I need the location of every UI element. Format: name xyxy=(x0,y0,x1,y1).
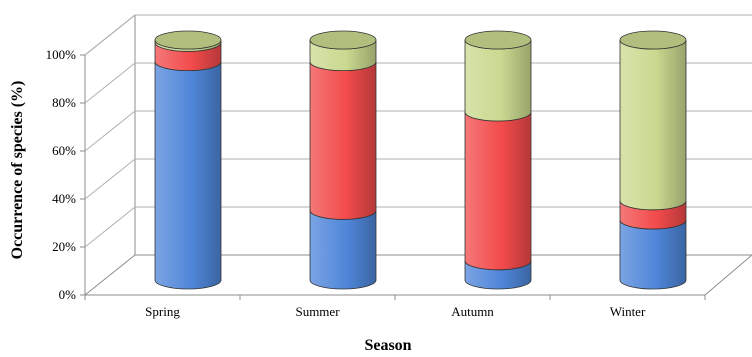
x-tick-label: Winter xyxy=(610,304,646,319)
cylinder-autumn xyxy=(464,30,532,290)
y-tick-label: 100% xyxy=(46,47,77,62)
y-tick-label: 20% xyxy=(52,239,76,254)
y-axis-title: Occurrence of species (%) xyxy=(9,81,26,260)
y-tick-label: 60% xyxy=(52,143,76,158)
gridline-depth xyxy=(84,110,136,152)
cylinder-spring xyxy=(154,30,222,290)
cylinder-bars xyxy=(154,30,687,290)
cylinder-segment xyxy=(464,39,532,122)
gridline-depth xyxy=(84,158,136,200)
x-tick-label: Autumn xyxy=(451,304,494,319)
gridline-depth xyxy=(84,14,136,56)
x-axis-ticks: Spring Summer Autumn Winter xyxy=(84,295,706,319)
gridline-depth xyxy=(84,206,136,248)
y-axis-ticks: 0% 20% 40% 60% 80% 100% xyxy=(46,47,85,302)
y-tick-label: 80% xyxy=(52,95,76,110)
cylinder-top xyxy=(464,30,532,50)
cylinder-segment xyxy=(154,61,222,290)
cylinder-winter xyxy=(619,30,687,290)
cylinder-segment xyxy=(309,61,377,220)
x-tick-label: Summer xyxy=(295,304,340,319)
cylinder-segment xyxy=(464,111,532,271)
x-axis-title: Season xyxy=(364,337,411,354)
cylinder-segment xyxy=(309,210,377,290)
gridline-depth xyxy=(84,62,136,104)
y-tick-label: 0% xyxy=(59,287,77,302)
cylinder-top xyxy=(619,30,687,50)
x-tick-label: Spring xyxy=(145,304,180,319)
cylinder-segment xyxy=(619,39,687,211)
cylinder-segment xyxy=(619,219,687,290)
cylinder-top xyxy=(154,30,222,50)
chart-floor xyxy=(83,254,752,296)
cylinder-top xyxy=(309,30,377,50)
cylinder-summer xyxy=(309,30,377,290)
y-tick-label: 40% xyxy=(52,191,76,206)
